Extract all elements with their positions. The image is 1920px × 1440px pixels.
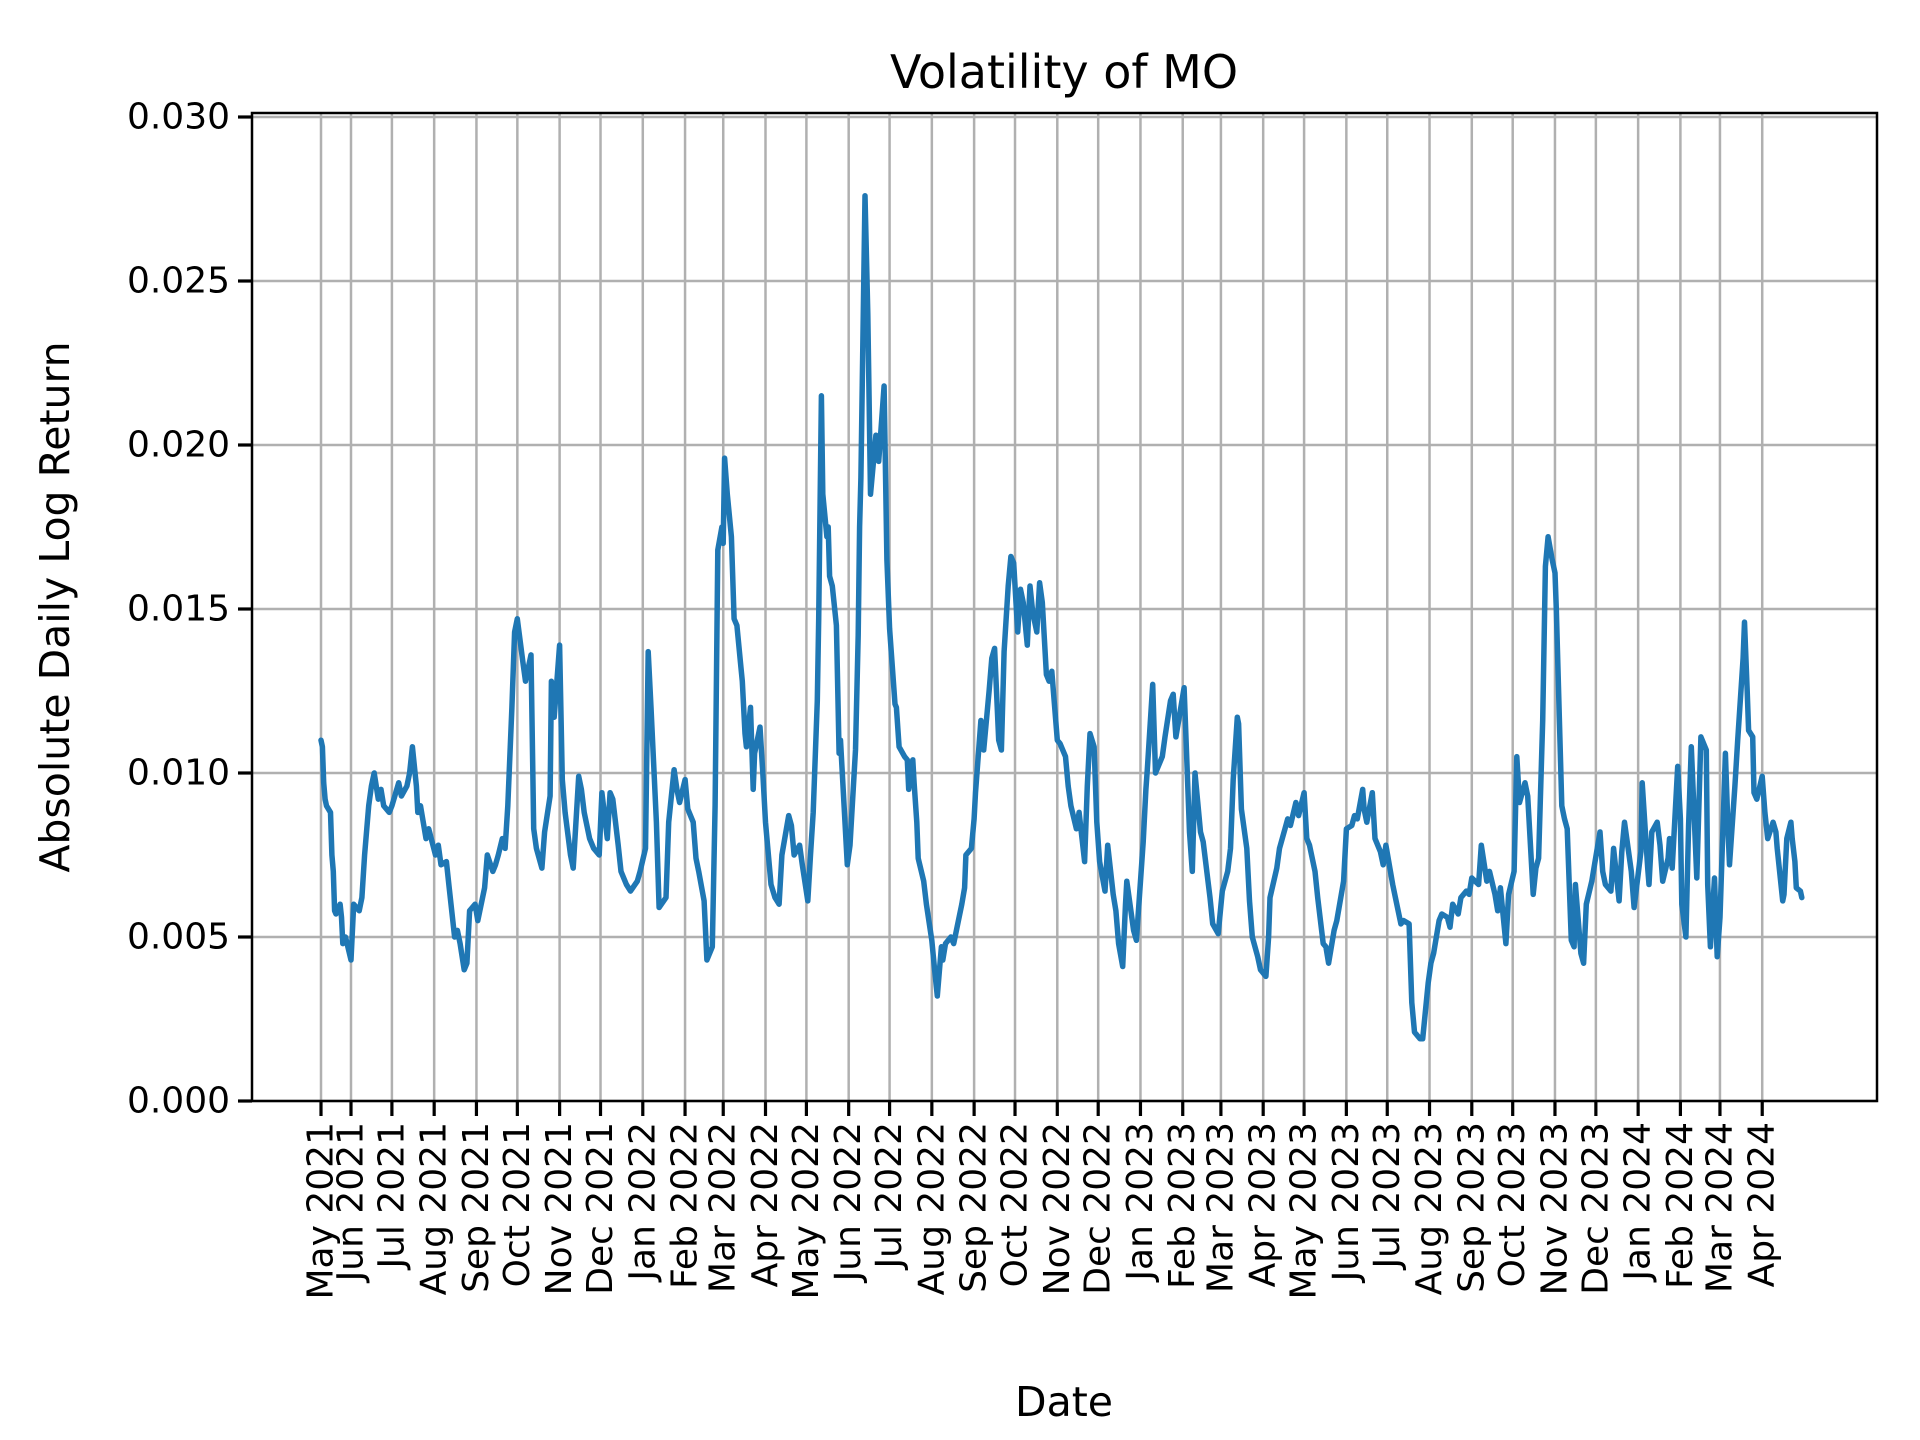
x-tick-label: May 2023	[1284, 1122, 1325, 1300]
tick-marks	[238, 115, 1764, 1116]
x-tick-label: Aug 2021	[414, 1122, 455, 1295]
gridlines	[252, 113, 1877, 1103]
x-tick-label: Feb 2022	[665, 1122, 706, 1289]
x-tick-label: Sep 2021	[456, 1122, 497, 1293]
x-tick-label: Jan 2023	[1120, 1122, 1161, 1283]
x-tick-label: Nov 2021	[539, 1122, 580, 1295]
x-tick-label: Jun 2022	[828, 1122, 869, 1283]
x-tick-label: May 2021	[301, 1122, 342, 1300]
y-tick-label: 0.010	[127, 753, 230, 794]
x-axis-label: Date	[1015, 1378, 1113, 1426]
plot-border	[250, 111, 1879, 1103]
x-tick-label: Aug 2023	[1409, 1122, 1450, 1295]
x-tick-label: Jul 2021	[371, 1122, 412, 1271]
x-tick-label: Jan 2022	[622, 1122, 663, 1283]
x-tick-label: Nov 2022	[1037, 1122, 1078, 1295]
x-tick-label: Sep 2022	[954, 1122, 995, 1293]
x-tick-label: Jan 2024	[1618, 1122, 1659, 1283]
x-tick-label: Mar 2022	[703, 1122, 744, 1293]
x-tick-label: Jul 2022	[869, 1122, 910, 1271]
x-tick-label: Mar 2024	[1699, 1122, 1740, 1293]
y-tick-label: 0.000	[127, 1081, 230, 1122]
y-tick-label: 0.020	[127, 425, 230, 466]
y-tick-label: 0.015	[127, 589, 230, 630]
x-tick-label: Oct 2022	[995, 1122, 1036, 1287]
chart-title: Volatility of MO	[890, 45, 1238, 99]
x-tick-label: Sep 2023	[1451, 1122, 1492, 1293]
x-tick-label: Dec 2023	[1575, 1122, 1616, 1295]
y-tick-label: 0.005	[127, 917, 230, 958]
x-tick-label: Apr 2023	[1243, 1122, 1284, 1287]
x-tick-label: Dec 2022	[1078, 1122, 1119, 1295]
x-tick-label: Oct 2021	[497, 1122, 538, 1287]
x-tick-label: Nov 2023	[1534, 1122, 1575, 1295]
y-tick-label: 0.025	[127, 261, 230, 302]
x-tick-label: Feb 2023	[1162, 1122, 1203, 1289]
x-tick-label: Jul 2023	[1367, 1122, 1408, 1271]
x-tick-label: Oct 2023	[1492, 1122, 1533, 1287]
x-tick-label: Feb 2024	[1660, 1122, 1701, 1289]
x-tick-label: Dec 2021	[580, 1122, 621, 1295]
y-tick-label: 0.030	[127, 97, 230, 138]
x-tick-label: May 2022	[786, 1122, 827, 1300]
series-line	[318, 192, 1805, 1042]
x-tick-label: Aug 2022	[911, 1122, 952, 1295]
y-axis-label: Absolute Daily Log Return	[31, 341, 79, 872]
x-tick-label: Jun 2021	[330, 1122, 371, 1283]
x-tick-label: Mar 2023	[1200, 1122, 1241, 1293]
x-tick-label: Apr 2022	[745, 1122, 786, 1287]
y-tick-labels: 0.000 0.005 0.010 0.015 0.020 0.025 0.030	[127, 97, 230, 1122]
x-tick-label: Apr 2024	[1742, 1122, 1783, 1287]
x-tick-label: Jun 2023	[1326, 1122, 1367, 1283]
